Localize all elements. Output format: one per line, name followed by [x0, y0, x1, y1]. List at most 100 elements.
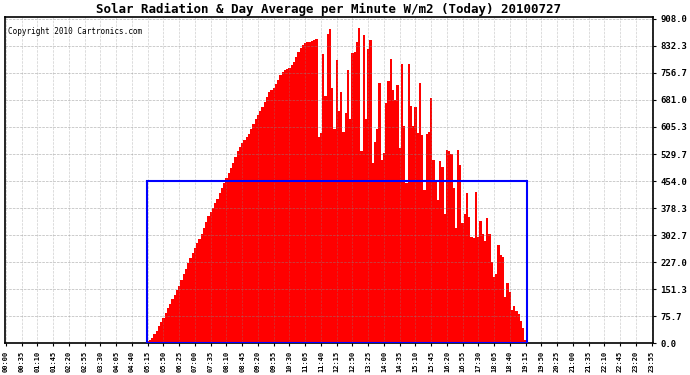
Bar [455, 228, 457, 344]
Bar [273, 88, 275, 344]
Bar [489, 234, 491, 344]
Bar [239, 147, 241, 344]
Bar [392, 90, 394, 344]
Bar [497, 245, 500, 344]
Bar [383, 153, 385, 344]
Bar [451, 154, 453, 344]
Bar [160, 322, 162, 344]
Bar [277, 80, 279, 344]
Bar [457, 150, 460, 344]
Bar [417, 133, 419, 344]
Bar [306, 42, 308, 344]
Bar [347, 70, 349, 344]
Bar [390, 59, 392, 344]
Bar [322, 54, 324, 344]
Bar [293, 62, 295, 344]
Bar [270, 90, 273, 344]
Bar [466, 193, 469, 344]
Bar [198, 239, 201, 344]
Bar [376, 129, 378, 344]
Bar [284, 70, 286, 344]
Bar [155, 331, 158, 344]
Bar [246, 137, 248, 344]
Bar [151, 338, 153, 344]
Bar [353, 52, 356, 344]
Bar [248, 134, 250, 344]
Bar [288, 68, 290, 344]
Bar [437, 200, 439, 344]
Bar [268, 93, 270, 344]
Bar [331, 88, 333, 344]
Bar [237, 152, 239, 344]
Bar [210, 211, 212, 344]
Bar [344, 113, 347, 344]
Bar [169, 304, 171, 344]
Bar [230, 168, 232, 344]
Bar [319, 134, 322, 344]
Bar [432, 160, 435, 344]
Bar [266, 97, 268, 344]
Bar [250, 129, 253, 344]
Bar [356, 42, 358, 344]
Bar [367, 50, 369, 344]
Bar [205, 222, 207, 344]
Bar [486, 217, 489, 344]
Bar [500, 255, 502, 344]
Bar [464, 214, 466, 344]
Bar [262, 107, 264, 344]
Bar [196, 243, 198, 344]
Bar [520, 321, 522, 344]
Bar [371, 163, 374, 344]
Bar [518, 315, 520, 344]
Bar [401, 64, 403, 344]
Title: Solar Radiation & Day Average per Minute W/m2 (Today) 20100727: Solar Radiation & Day Average per Minute… [97, 3, 561, 16]
Bar [362, 36, 365, 344]
Bar [176, 290, 178, 344]
Bar [441, 166, 444, 344]
Bar [408, 64, 410, 344]
Bar [414, 107, 417, 344]
Bar [340, 92, 342, 344]
Bar [403, 126, 405, 344]
Bar [212, 207, 214, 344]
Bar [187, 263, 189, 344]
Bar [207, 216, 210, 344]
Bar [351, 53, 353, 344]
Bar [192, 253, 194, 344]
Bar [477, 237, 480, 344]
Bar [286, 69, 288, 344]
Bar [164, 313, 167, 344]
Bar [524, 340, 526, 344]
Bar [428, 132, 430, 344]
Bar [313, 40, 315, 344]
Bar [253, 124, 255, 344]
Bar [189, 258, 192, 344]
Bar [358, 28, 360, 344]
Bar [419, 83, 421, 344]
Bar [232, 163, 235, 344]
Bar [241, 143, 244, 344]
Bar [259, 111, 262, 344]
Bar [374, 142, 376, 344]
Bar [257, 115, 259, 344]
Bar [493, 277, 495, 344]
Bar [333, 129, 335, 344]
Bar [480, 221, 482, 344]
Bar [203, 228, 205, 344]
Bar [509, 292, 511, 344]
Bar [297, 52, 299, 344]
Bar [219, 193, 221, 344]
Bar [158, 327, 160, 344]
Bar [515, 311, 518, 344]
Bar [396, 85, 399, 344]
Bar [194, 248, 196, 344]
Bar [513, 306, 515, 344]
Bar [410, 106, 412, 344]
Bar [482, 234, 484, 344]
Bar [469, 217, 471, 344]
Bar [178, 286, 180, 344]
Bar [264, 102, 266, 344]
Bar [338, 111, 340, 344]
Bar [171, 299, 174, 344]
Bar [279, 75, 282, 344]
